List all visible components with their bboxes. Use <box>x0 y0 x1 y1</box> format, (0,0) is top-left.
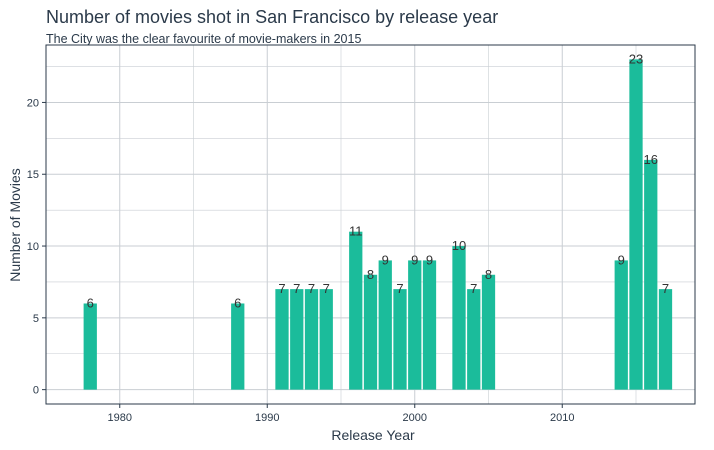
bar <box>275 289 289 390</box>
bar-value-label: 23 <box>629 51 643 66</box>
bar <box>629 59 643 390</box>
x-tick-label: 1990 <box>255 412 279 424</box>
bar-value-label: 11 <box>349 224 363 239</box>
x-tick-label: 1980 <box>108 412 132 424</box>
bar <box>349 231 363 390</box>
bar <box>658 289 673 390</box>
bar <box>644 159 658 390</box>
bar <box>467 289 481 390</box>
chart-subtitle: The City was the clear favourite of movi… <box>46 32 362 46</box>
bar-value-label: 9 <box>411 252 418 267</box>
y-tick-label: 10 <box>27 241 39 253</box>
y-tick-label: 0 <box>33 385 39 397</box>
bar <box>378 260 392 390</box>
bar <box>393 289 407 390</box>
bar-value-label: 9 <box>426 252 433 267</box>
bar-value-label: 7 <box>308 281 315 296</box>
y-axis-label: Number of Movies <box>7 168 23 282</box>
plot-frame <box>45 44 696 405</box>
bar-value-label: 6 <box>87 295 94 310</box>
bar-value-label: 7 <box>278 281 285 296</box>
bar-value-label: 7 <box>323 281 330 296</box>
chart-title: Number of movies shot in San Francisco b… <box>46 7 499 27</box>
bar <box>614 260 628 390</box>
bar <box>83 303 97 390</box>
y-tick-label: 15 <box>27 169 39 181</box>
bar <box>422 260 437 390</box>
bar-value-label: 9 <box>382 252 389 267</box>
bar <box>290 289 304 390</box>
bar-value-label: 7 <box>293 281 300 296</box>
y-tick-label: 20 <box>27 97 39 109</box>
bar <box>363 274 378 390</box>
bar <box>231 303 245 390</box>
bar-value-label: 16 <box>644 152 658 167</box>
bar <box>481 274 496 390</box>
y-tick-label: 5 <box>33 313 39 325</box>
bars <box>83 59 673 390</box>
bar-value-label: 8 <box>367 267 374 282</box>
bar <box>319 289 333 390</box>
bar <box>452 246 466 390</box>
bar-value-label: 6 <box>234 295 241 310</box>
axis-ticks: 0 5 10 15 20 1980 1990 2000 2010 <box>27 97 575 424</box>
bar-value-label: 7 <box>470 281 477 296</box>
bar <box>304 289 319 390</box>
bar-value-label: 10 <box>452 238 466 253</box>
bar-value-label: 7 <box>396 281 403 296</box>
bar-value-label: 9 <box>618 252 625 267</box>
bar-value-label: 8 <box>485 267 492 282</box>
bar <box>408 260 422 390</box>
x-tick-label: 2000 <box>403 412 427 424</box>
x-axis-label: Release Year <box>331 427 415 443</box>
x-tick-label: 2010 <box>550 412 574 424</box>
bar-value-label: 7 <box>662 281 669 296</box>
